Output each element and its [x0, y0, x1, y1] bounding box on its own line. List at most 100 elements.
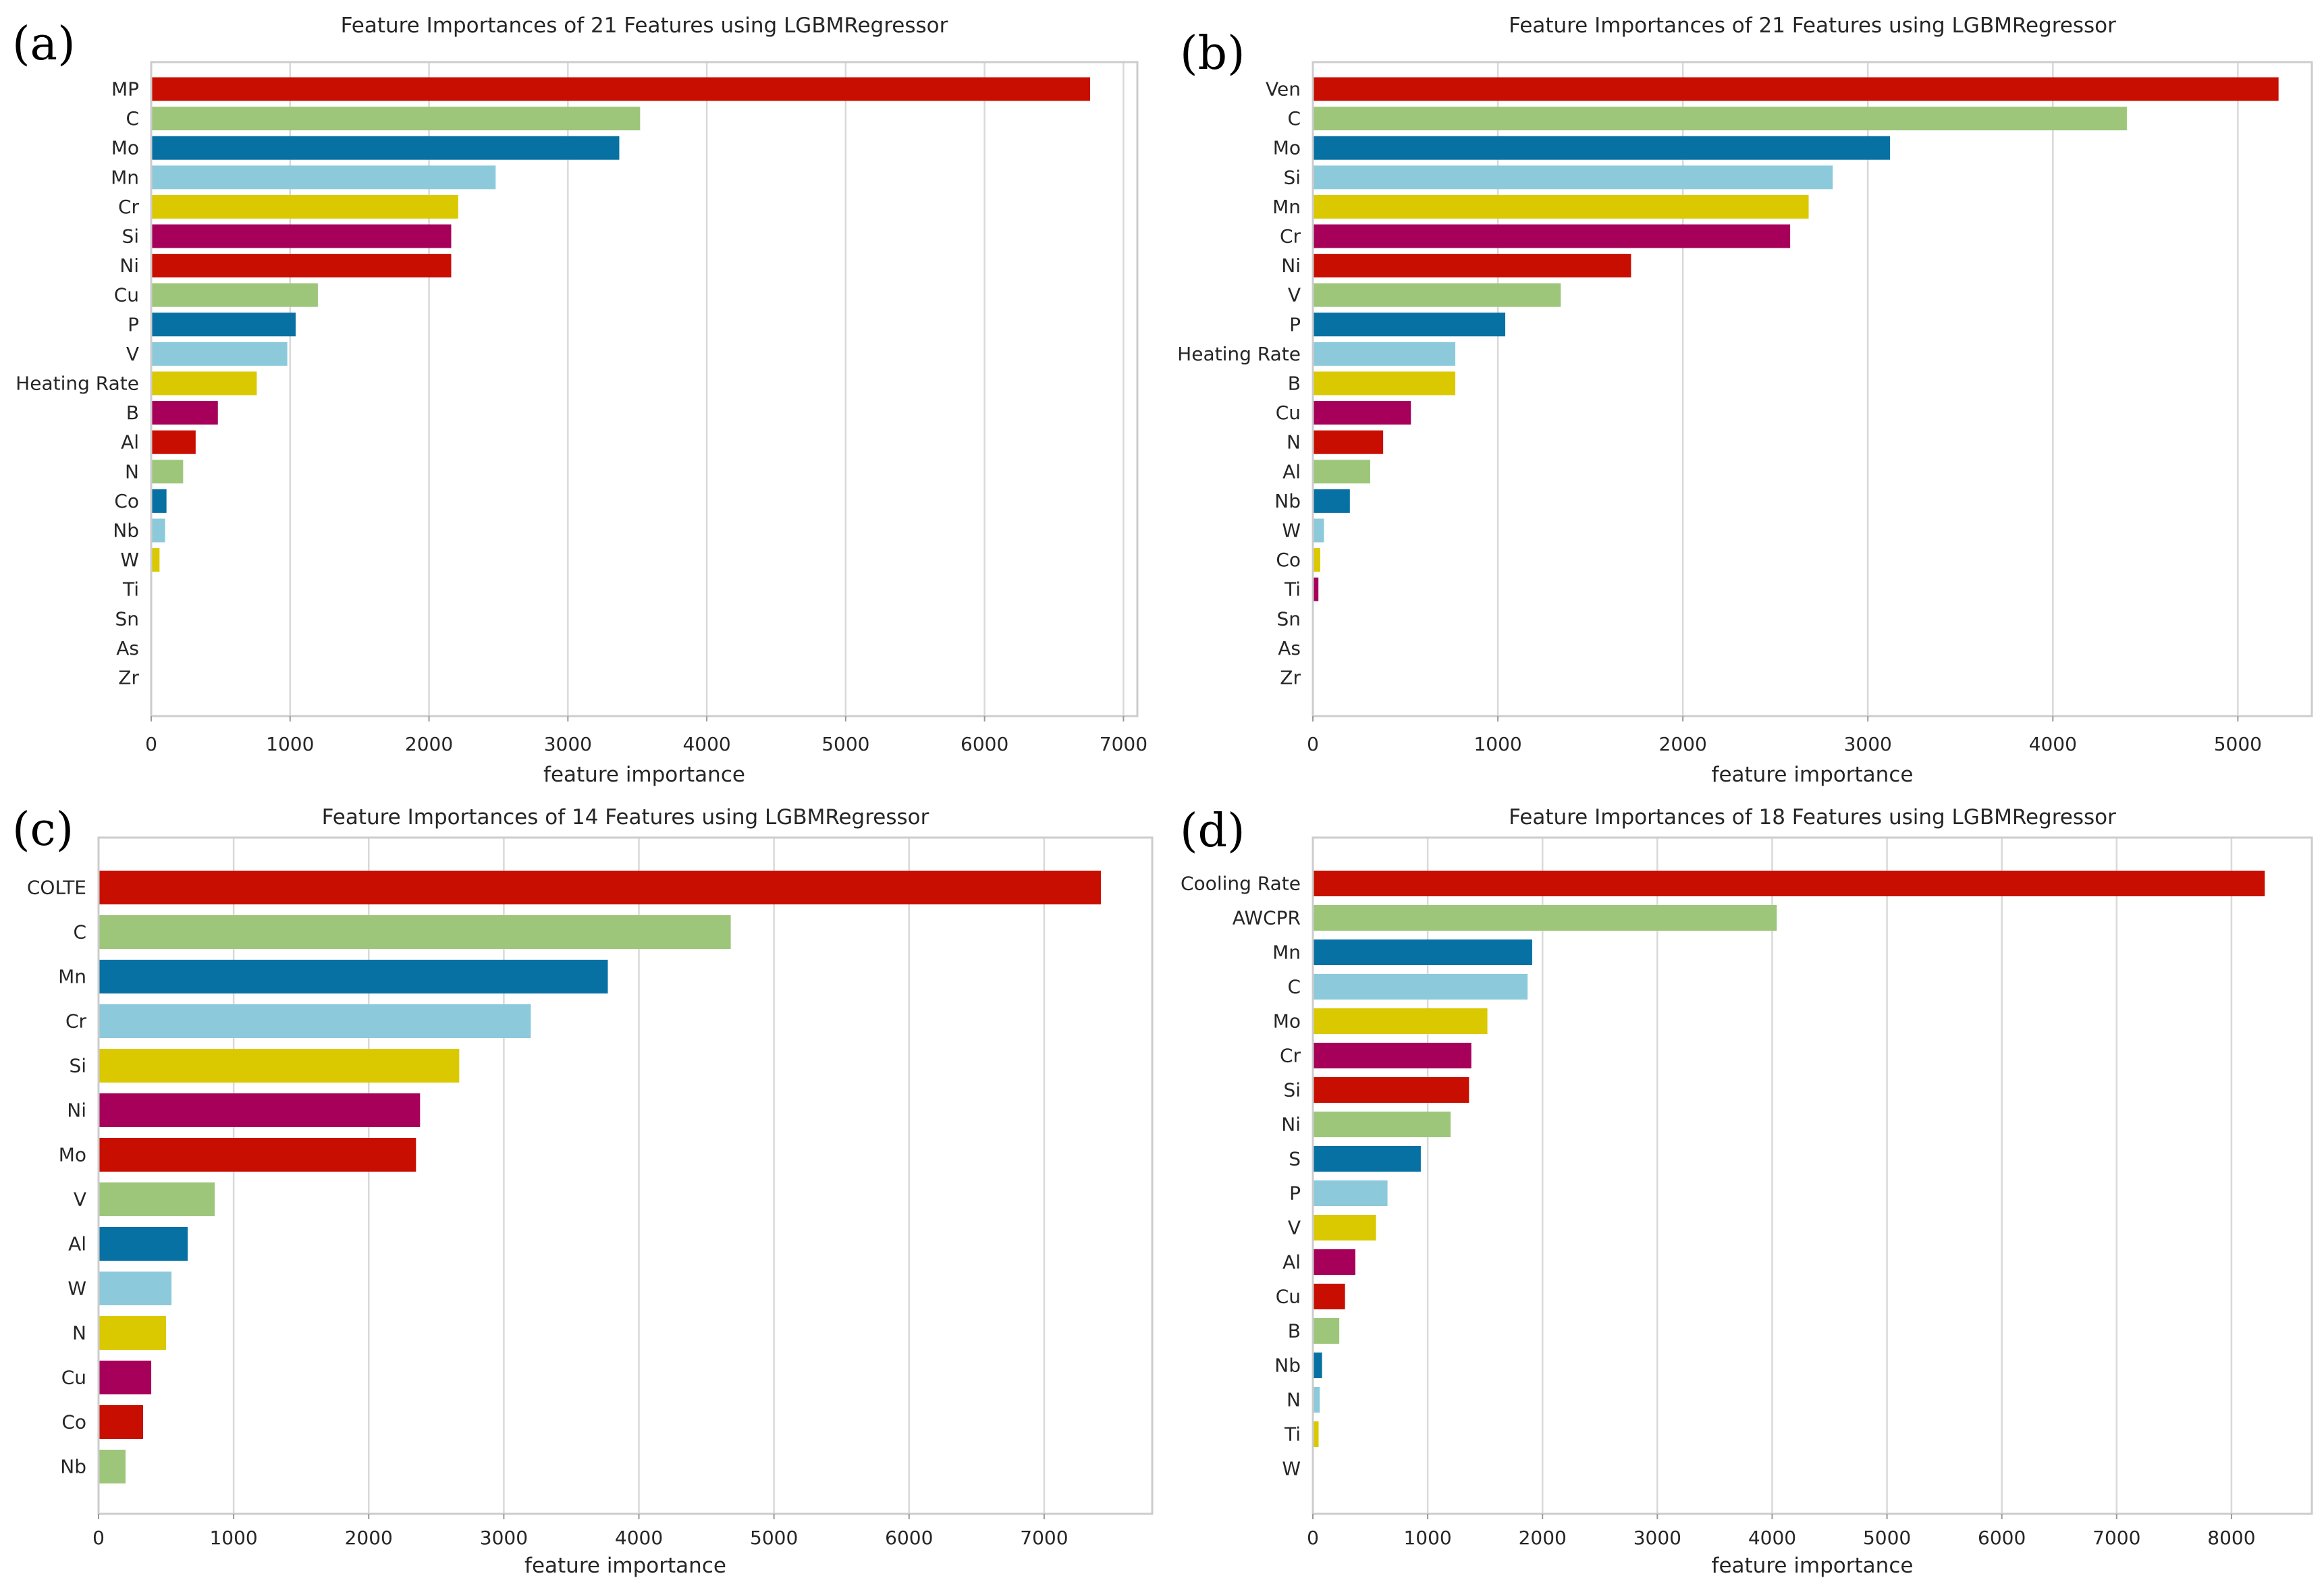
bar-co [151, 489, 167, 513]
y-tick-label: P [1289, 313, 1301, 335]
y-tick-label: Al [1282, 1251, 1301, 1274]
y-tick-label: V [126, 343, 139, 365]
y-tick-label: Ti [122, 578, 139, 601]
y-tick-label: C [1287, 976, 1301, 998]
bar-ni [99, 1093, 421, 1127]
y-tick-label: Co [61, 1411, 86, 1434]
y-tick-label: Sn [115, 607, 139, 630]
chart-title: Feature Importances of 14 Features using… [322, 805, 929, 829]
x-tick-label: 5000 [750, 1527, 798, 1549]
y-tick-label: AWCPR [1233, 907, 1301, 929]
bar-v [99, 1182, 215, 1216]
bar-si [1313, 165, 1833, 190]
y-tick-label: Zr [118, 667, 139, 689]
bar-cu [99, 1361, 152, 1394]
bar-b [1313, 1318, 1340, 1344]
bar-al [1313, 460, 1370, 484]
x-tick-label: 2000 [345, 1527, 393, 1549]
chart-panel-3: (c) Feature Importances of 14 Features us… [12, 803, 1154, 1578]
y-tick-label: Ni [1281, 1114, 1301, 1136]
panel-label: (c) [12, 803, 74, 856]
bar-v [1313, 283, 1561, 307]
x-tick-label: 4000 [682, 733, 730, 755]
y-tick-label: Nb [60, 1456, 86, 1478]
x-tick-label: 4000 [615, 1527, 663, 1549]
x-tick-label: 1000 [1474, 733, 1521, 755]
bar-si [99, 1049, 460, 1083]
bar-cr [1313, 1043, 1471, 1068]
bar-ni [1313, 254, 1631, 278]
x-tick-label: 6000 [961, 733, 1008, 755]
bar-co [99, 1405, 144, 1439]
x-tick-label: 2000 [1659, 733, 1707, 755]
y-tick-label: N [1287, 431, 1301, 454]
y-tick-label: N [1287, 1389, 1301, 1411]
x-tick-label: 2000 [1519, 1527, 1567, 1549]
bar-c [151, 107, 641, 131]
y-tick-label: Cu [1276, 402, 1301, 424]
bar-al [99, 1227, 188, 1261]
y-tick-label: Si [69, 1055, 86, 1077]
y-tick-label: Mo [111, 137, 139, 159]
bar-c [99, 915, 731, 949]
y-tick-label: Co [1276, 549, 1301, 571]
y-tick-label: Cr [1280, 225, 1301, 248]
y-tick-label: Cu [114, 284, 139, 306]
y-tick-label: COLTE [27, 877, 86, 899]
bar-nb [151, 518, 165, 543]
x-tick-label: 0 [92, 1527, 105, 1549]
y-tick-label: Mn [111, 166, 139, 188]
y-tick-label: Cr [1280, 1045, 1301, 1067]
x-axis-label: feature importance [543, 763, 745, 787]
bar-mn [99, 960, 608, 993]
chart-panel-4: (d) Feature Importances of 18 Features us… [1180, 804, 2313, 1578]
bar-n [99, 1316, 167, 1350]
bar-cu [1313, 401, 1411, 425]
axes-frame [1312, 836, 2313, 1515]
x-tick-label: 7000 [1100, 733, 1147, 755]
bar-ti [1313, 577, 1319, 601]
bar-ven [1313, 77, 2279, 101]
bar-cr [1313, 224, 1791, 248]
x-tick-label: 3000 [544, 733, 592, 755]
y-tick-label: N [125, 460, 139, 483]
bar-ni [151, 254, 452, 278]
x-tick-label: 8000 [2207, 1527, 2255, 1549]
x-tick-label: 6000 [885, 1527, 933, 1549]
panel-label: (d) [1180, 804, 1245, 858]
y-tick-label: W [67, 1278, 86, 1300]
chart-title: Feature Importances of 21 Features using… [341, 13, 948, 38]
y-tick-label: Al [1282, 460, 1301, 483]
y-tick-label: C [1287, 107, 1301, 130]
bar-c [1313, 107, 2127, 131]
bar-al [151, 430, 196, 454]
bar-ti [1313, 1421, 1319, 1447]
chart-panel-1: (a) Feature Importances of 21 Features us… [12, 13, 1147, 787]
y-tick-label: MP [111, 78, 139, 101]
axes-frame [97, 836, 1154, 1515]
y-tick-label: B [1288, 373, 1301, 395]
y-tick-label: Heating Rate [1177, 343, 1301, 365]
bar-mo [151, 136, 620, 160]
bar-nb [1313, 489, 1350, 513]
x-tick-label: 6000 [1978, 1527, 2026, 1549]
bar-mn [151, 165, 496, 190]
x-tick-label: 0 [1307, 1527, 1319, 1549]
y-tick-label: Ni [1281, 254, 1301, 277]
bar-mo [1313, 136, 1891, 160]
y-tick-label: Ti [1284, 1423, 1301, 1446]
bar-awcpr [1313, 905, 1777, 931]
y-tick-label: Ven [1266, 78, 1301, 101]
x-axis-label: feature importance [524, 1554, 726, 1578]
bar-n [1313, 430, 1384, 454]
bar-co [1313, 548, 1320, 572]
bar-cu [1313, 1284, 1345, 1309]
x-tick-label: 5000 [821, 733, 869, 755]
chart-panel-2: (b) Feature Importances of 21 Features us… [1177, 13, 2313, 787]
bar-c [1313, 974, 1528, 1000]
x-tick-label: 0 [1307, 733, 1319, 755]
y-tick-label: Si [1283, 166, 1301, 188]
y-tick-label: Mo [59, 1144, 86, 1166]
y-tick-label: B [126, 402, 139, 424]
y-tick-label: N [72, 1322, 86, 1344]
